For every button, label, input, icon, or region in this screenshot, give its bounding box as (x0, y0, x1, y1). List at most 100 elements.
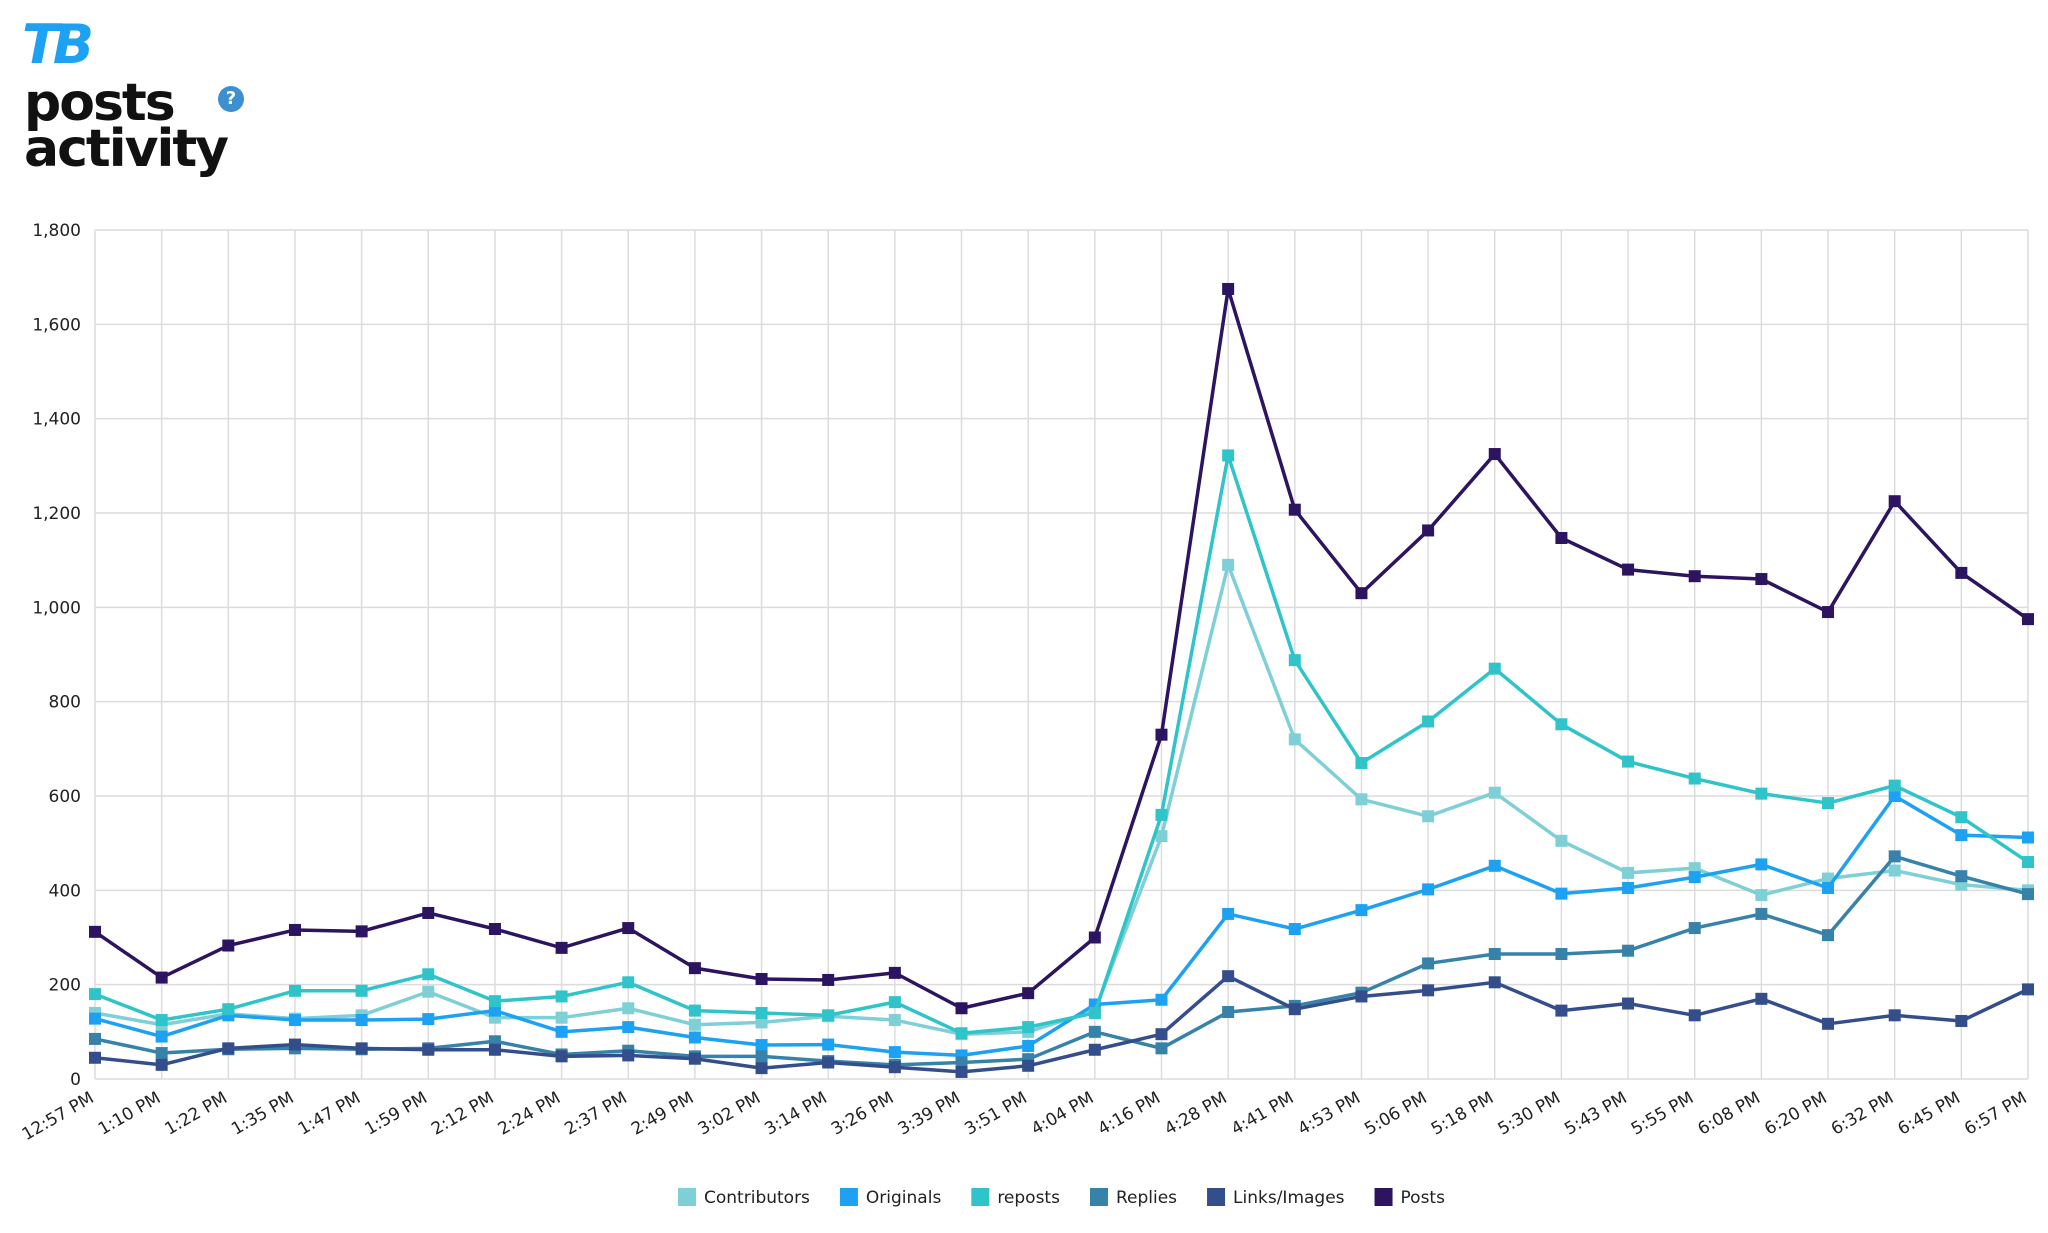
point-marker (1955, 829, 1968, 842)
x-tick-label: 4:53 PM (1295, 1088, 1364, 1140)
point-marker (888, 1061, 901, 1074)
point-marker (1222, 907, 1235, 920)
point-marker (755, 1050, 768, 1063)
point-marker (1155, 808, 1168, 821)
x-tick-label: 1:22 PM (161, 1088, 230, 1140)
point-marker (1488, 786, 1501, 799)
point-marker (222, 1042, 235, 1055)
x-tick-label: 4:16 PM (1095, 1088, 1164, 1140)
point-marker (1822, 929, 1835, 942)
series-line (94, 974, 2029, 1074)
point-marker (622, 976, 635, 989)
point-marker (1622, 944, 1635, 957)
x-tick-label: 3:39 PM (895, 1088, 964, 1140)
point-marker (622, 1049, 635, 1062)
x-tick-label: 5:06 PM (1361, 1088, 1430, 1140)
point-marker (288, 984, 301, 997)
point-marker (1888, 1009, 1901, 1022)
point-marker (1155, 728, 1168, 741)
x-tick-label: 3:51 PM (961, 1088, 1030, 1140)
point-marker (1488, 948, 1501, 961)
y-tick-label: 600 (49, 787, 81, 807)
point-marker (1555, 531, 1568, 544)
point-marker (955, 1065, 968, 1078)
point-marker (755, 1006, 768, 1019)
point-marker (288, 1038, 301, 1051)
point-marker (888, 1014, 901, 1027)
point-marker (1688, 922, 1701, 935)
x-tick-label: 12:57 PM (19, 1088, 98, 1145)
series-line (94, 854, 2029, 1067)
legend-label: Links/Images (1233, 1188, 1345, 1208)
point-marker (1688, 1009, 1701, 1022)
point-marker (1822, 797, 1835, 810)
point-marker (955, 1002, 968, 1015)
point-marker (1355, 904, 1368, 917)
point-marker (355, 984, 368, 997)
x-tick-label: 6:45 PM (1895, 1088, 1964, 1140)
point-marker (1888, 864, 1901, 877)
point-marker (555, 1050, 568, 1063)
point-marker (488, 1043, 501, 1056)
x-tick-label: 2:49 PM (628, 1088, 697, 1140)
legend-label: Replies (1116, 1188, 1177, 1208)
point-marker (1622, 866, 1635, 879)
point-marker (1755, 992, 1768, 1005)
point-marker (1422, 715, 1435, 728)
point-marker (622, 922, 635, 935)
point-marker (622, 1002, 635, 1015)
point-marker (155, 1047, 168, 1060)
point-marker (1888, 779, 1901, 792)
legend-label: reposts (997, 1188, 1060, 1208)
x-tick-label: 6:32 PM (1828, 1088, 1897, 1140)
legend-label: Originals (866, 1188, 942, 1208)
point-marker (1022, 1039, 1035, 1052)
y-tick-label: 1,600 (32, 315, 81, 335)
x-tick-label: 5:18 PM (1428, 1088, 1497, 1140)
point-marker (422, 906, 435, 919)
point-marker (1822, 606, 1835, 619)
point-marker (1955, 1014, 1968, 1027)
point-marker (822, 1056, 835, 1069)
point-marker (89, 988, 101, 1001)
y-tick-label: 1,800 (32, 221, 81, 241)
point-marker (1955, 870, 1968, 883)
point-marker (155, 1014, 168, 1027)
point-marker (1022, 1059, 1035, 1072)
point-marker (1222, 970, 1235, 983)
point-marker (1755, 889, 1768, 902)
point-marker (555, 1025, 568, 1038)
point-marker (355, 1014, 368, 1027)
point-marker (1288, 654, 1301, 667)
point-marker (355, 925, 368, 938)
x-tick-label: 3:26 PM (828, 1088, 897, 1140)
x-tick-label: 1:35 PM (228, 1088, 297, 1140)
point-marker (1155, 1028, 1168, 1041)
point-marker (1355, 990, 1368, 1003)
point-marker (355, 1042, 368, 1055)
point-marker (1488, 662, 1501, 675)
point-marker (1355, 756, 1368, 769)
legend-label: Contributors (704, 1188, 810, 1208)
point-marker (1555, 1004, 1568, 1017)
help-icon[interactable]: ? (218, 86, 244, 112)
x-tick-label: 3:14 PM (761, 1088, 830, 1140)
point-marker (1622, 881, 1635, 894)
point-marker (1955, 811, 1968, 824)
series-line (94, 453, 2029, 1035)
point-marker (1288, 923, 1301, 936)
point-marker (2022, 613, 2034, 626)
point-marker (288, 1014, 301, 1027)
logo: TB (22, 13, 94, 76)
point-marker (1755, 907, 1768, 920)
point-marker (1488, 859, 1501, 872)
point-marker (1422, 524, 1435, 537)
point-marker (822, 973, 835, 986)
x-tick-label: 1:59 PM (361, 1088, 430, 1140)
point-marker (155, 1058, 168, 1071)
point-marker (1155, 1042, 1168, 1055)
point-marker (89, 925, 101, 938)
point-marker (288, 923, 301, 936)
point-marker (1088, 931, 1101, 944)
